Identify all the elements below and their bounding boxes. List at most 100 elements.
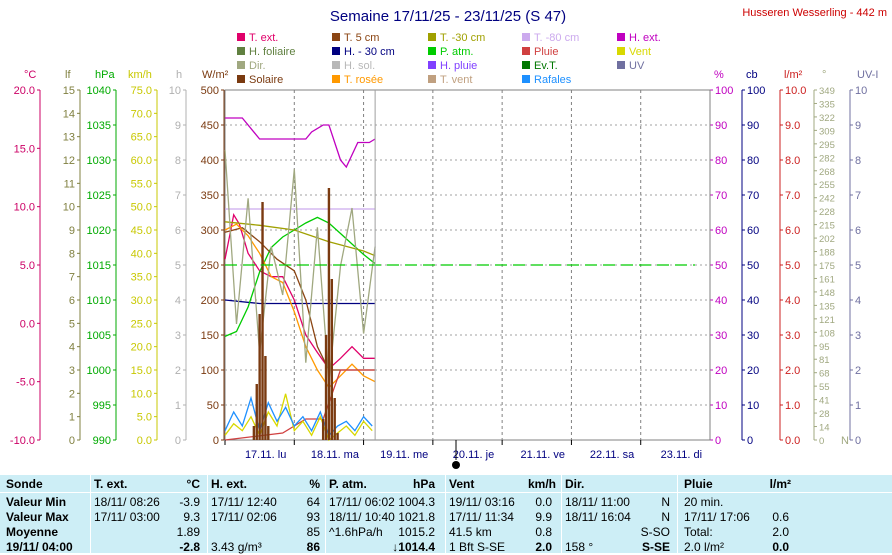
solar-bar <box>258 314 261 440</box>
axis-tick-label-hpa: 990 <box>93 435 111 447</box>
axis-tick-label-kmh: 30.0 <box>131 295 152 307</box>
axis-tick-label-uv: 6 <box>855 225 861 237</box>
summary-cell: 1004.3 <box>398 495 435 509</box>
axis-tick-label-cb: 100 <box>747 85 765 97</box>
axis-tick-label-hpa: 1015 <box>87 260 111 272</box>
axis-tick-label-h: 2 <box>175 365 181 377</box>
axis-unit-temp: °C <box>24 69 36 81</box>
legend-swatch <box>332 75 340 83</box>
legend-label: Dir. <box>249 60 266 72</box>
x-axis: 17.11. lu 18.11. ma 19.11. me 20.11. je 21.1… <box>224 440 702 469</box>
series-layer <box>224 90 695 442</box>
legend-label: Rafales <box>534 74 572 86</box>
summary-cell: -3.9 <box>179 495 200 509</box>
series-line-11 <box>224 149 376 383</box>
summary-cell: 9.9 <box>535 510 552 524</box>
x-tick-label: 20.11. je <box>453 449 494 461</box>
x-tick-label: 21.11. ve <box>521 449 565 461</box>
legend-swatch <box>617 33 625 41</box>
axis-tick-label-deg: 255 <box>819 180 835 191</box>
legend-swatch <box>522 47 530 55</box>
chart-title: Semaine 17/11/25 - 23/11/25 (S 47) <box>330 8 566 25</box>
axis-tick-label-lf: 13 <box>63 132 75 144</box>
summary-cell: 17/11/ 02:06 <box>211 510 277 524</box>
summary-header: Sonde <box>6 477 43 491</box>
axis-tick-label-pct: 50 <box>715 260 727 272</box>
solar-bar <box>261 202 264 440</box>
axis-tick-label-cb: 30 <box>747 330 759 342</box>
axis-unit-uv: UV-I <box>857 69 878 81</box>
summary-cell: 158 ° <box>565 540 594 554</box>
x-tick-label: 19.11. me <box>380 449 428 461</box>
axis-tick-label-lf: 15 <box>63 85 75 97</box>
summary-col-divider <box>325 475 326 553</box>
summary-cell: 2.0 l/m² <box>684 540 725 554</box>
axis-unit-hpa: hPa <box>95 69 115 81</box>
summary-header: Vent <box>449 477 475 491</box>
weather-chart: Semaine 17/11/25 - 23/11/25 (S 47) Husse… <box>10 7 887 469</box>
axis-tick-label-deg: 108 <box>819 328 835 339</box>
axis-tick-label-wm2: 250 <box>201 260 219 272</box>
axis-tick-label-hpa: 995 <box>93 400 111 412</box>
axis-tick-label-kmh: 20.0 <box>131 342 152 354</box>
summary-col-divider <box>561 475 562 553</box>
axis-tick-label-wm2: 500 <box>201 85 219 97</box>
axis-unit-wm2: W/m² <box>202 69 229 81</box>
axis-tick-label-lm2: 7.0 <box>785 190 800 202</box>
axis-tick-label-hpa: 1005 <box>87 330 111 342</box>
summary-header: hPa <box>412 477 435 491</box>
axis-tick-label-h: 9 <box>175 120 181 132</box>
legend-swatch <box>522 75 530 83</box>
axis-tick-label-deg: 55 <box>819 382 830 393</box>
axis-tick-label-wm2: 50 <box>207 400 219 412</box>
axis-tick-label-uv: 10 <box>855 85 867 97</box>
series-line-1 <box>225 117 376 169</box>
axis-tick-label-lf: 3 <box>69 365 75 377</box>
legend-swatch <box>428 75 436 83</box>
axis-tick-label-uv: 2 <box>855 365 861 377</box>
axis-tick-label-pct: 30 <box>715 330 727 342</box>
summary-col-divider <box>90 475 91 553</box>
axis-tick-label-hpa: 1040 <box>87 85 111 97</box>
summary-header: Pluie <box>684 477 713 491</box>
axis-tick-label-pct: 0 <box>715 435 721 447</box>
legend-label: P. atm. <box>440 46 473 58</box>
axis-tick-label-kmh: 5.0 <box>137 412 152 424</box>
solar-bar <box>252 426 256 440</box>
legend-label: Solaire <box>249 74 283 86</box>
legend-label: T. vent <box>440 74 472 86</box>
axis-tick-label-lm2: 4.0 <box>785 295 800 307</box>
axis-tick-label-cb: 40 <box>747 295 759 307</box>
axis-unit-deg: ° <box>822 69 826 81</box>
axis-tick-label-kmh: 10.0 <box>131 388 152 400</box>
axis-tick-label-hpa: 1025 <box>87 190 111 202</box>
summary-cell: 1021.8 <box>398 510 435 524</box>
axis-unit-lm2: l/m² <box>784 69 803 81</box>
axis-tick-label-lf: 1 <box>69 412 75 424</box>
axis-tick-label-deg: 41 <box>819 396 830 407</box>
axis-tick-label-hpa: 1035 <box>87 120 111 132</box>
axis-tick-label-hpa: 1030 <box>87 155 111 167</box>
axis-tick-label-deg: 95 <box>819 342 830 353</box>
summary-cell: 1.89 <box>176 525 200 539</box>
axis-tick-label-lf: 11 <box>64 178 75 190</box>
series-line-10 <box>224 395 373 437</box>
axis-tick-label-kmh: 55.0 <box>131 178 152 190</box>
summary-header: l/m² <box>769 477 791 491</box>
axis-tick-label-lf: 0 <box>69 435 75 447</box>
series-line-3 <box>224 216 376 337</box>
axis-tick-label-kmh: 50.0 <box>131 202 152 214</box>
x-tick-label: 18.11. ma <box>311 449 360 461</box>
legend-label: T. -30 cm <box>440 32 485 44</box>
legend-swatch <box>522 33 530 41</box>
summary-header: T. ext. <box>94 477 128 491</box>
legend-swatch <box>332 47 340 55</box>
axis-tick-label-lm2: 0.0 <box>785 435 800 447</box>
axes: °C20.015.010.05.00.0-5.0-10.0lf151413121… <box>10 69 878 447</box>
axis-tick-label-h: 1 <box>175 400 181 412</box>
axis-tick-label-wm2: 300 <box>201 225 219 237</box>
axis-tick-label-deg: 161 <box>819 274 835 285</box>
summary-header: % <box>309 477 320 491</box>
x-tick-label: 17.11. lu <box>245 449 286 461</box>
summary-cell: 0.8 <box>535 525 552 539</box>
